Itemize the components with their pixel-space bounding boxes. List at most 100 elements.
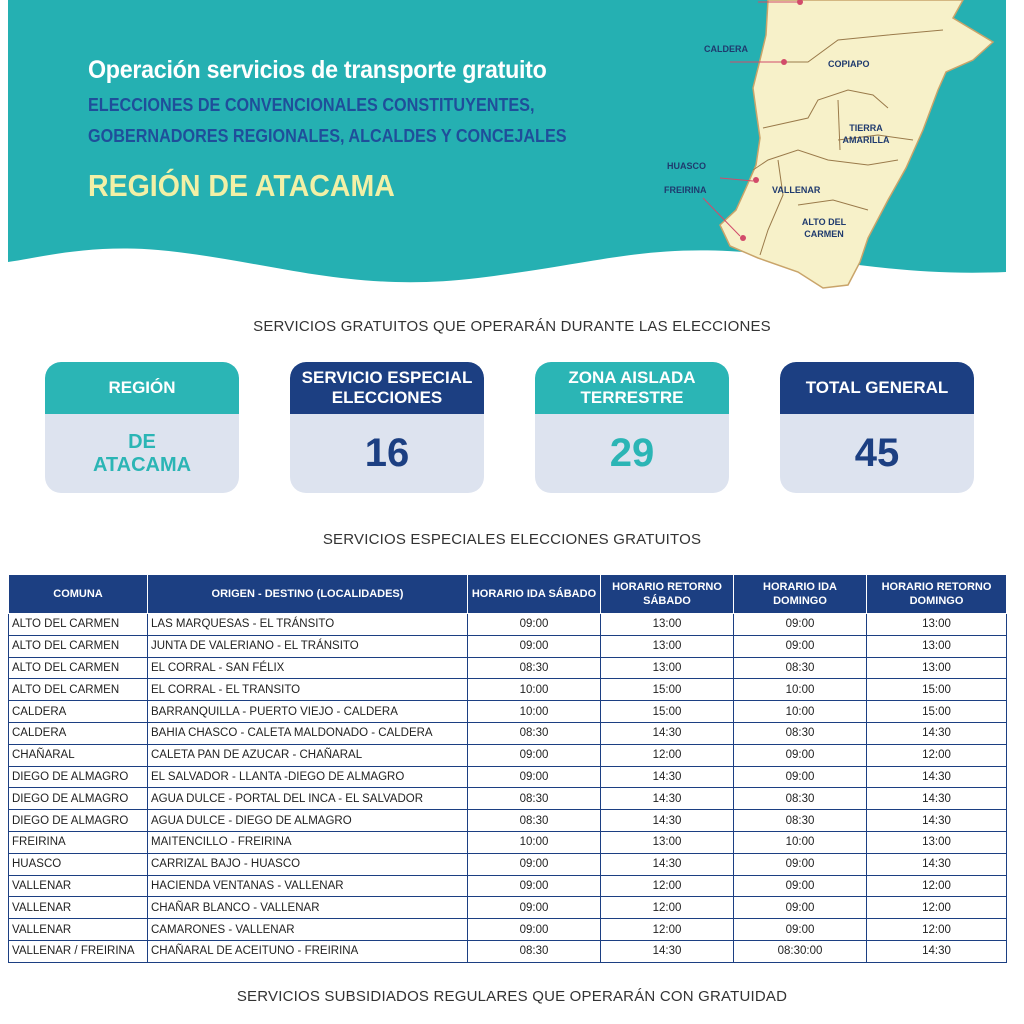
- cell-ida-domingo: 08:30: [733, 809, 867, 832]
- cell-retorno-domingo: 13:00: [866, 830, 1007, 854]
- cell-ida-domingo: 09:00: [733, 852, 867, 876]
- cell-comuna: CHAÑARAL: [8, 743, 148, 767]
- cell-ida-sabado: 10:00: [467, 700, 601, 723]
- cell-ida-domingo: 09:00: [733, 634, 867, 658]
- table-row: FREIRINA MAITENCILLO - FREIRINA 10:00 13:00…: [8, 830, 1007, 854]
- table-row: CALDERA BAHIA CHASCO - CALETA MALDONADO -…: [8, 721, 1007, 745]
- table-header-row: COMUNA ORIGEN - DESTINO (LOCALIDADES) HO…: [8, 574, 1007, 614]
- cell-retorno-domingo: 14:30: [866, 939, 1007, 963]
- cell-comuna: VALLENAR / FREIRINA: [8, 939, 148, 963]
- cell-origen-destino: EL SALVADOR - LLANTA -DIEGO DE ALMAGRO: [147, 765, 468, 789]
- table-row: DIEGO DE ALMAGRO AGUA DULCE - DIEGO DE AL…: [8, 809, 1007, 832]
- cell-retorno-sabado: 12:00: [600, 743, 734, 767]
- cell-retorno-domingo: 14:30: [866, 765, 1007, 789]
- cell-origen-destino: CALETA PAN DE AZUCAR - CHAÑARAL: [147, 743, 468, 767]
- table-row: VALLENAR CHAÑAR BLANCO - VALLENAR 09:00 12:…: [8, 896, 1007, 920]
- cell-retorno-domingo: 14:30: [866, 852, 1007, 876]
- schedule-table-body: ALTO DEL CARMEN LAS MARQUESAS - EL TRÁNSI…: [8, 613, 1007, 963]
- cell-comuna: HUASCO: [8, 852, 148, 876]
- summary-heading: SERVICIOS GRATUITOS QUE OPERARÁN DURANTE…: [253, 318, 771, 335]
- cell-ida-domingo: 10:00: [733, 678, 867, 702]
- cell-retorno-sabado: 15:00: [600, 700, 734, 723]
- cell-retorno-domingo: 12:00: [866, 874, 1007, 898]
- card-zona-aislada-value: 29: [609, 431, 655, 475]
- cell-retorno-sabado: 13:00: [600, 830, 734, 854]
- cell-origen-destino: CARRIZAL BAJO - HUASCO: [147, 852, 468, 876]
- cell-retorno-sabado: 15:00: [600, 678, 734, 702]
- cell-comuna: ALTO DEL CARMEN: [8, 678, 148, 702]
- col-header-comuna: COMUNA: [8, 574, 148, 614]
- col-header-retorno-sabado: HORARIO RETORNO SÁBADO: [600, 574, 734, 614]
- cell-comuna: ALTO DEL CARMEN: [8, 634, 148, 658]
- table-row: ALTO DEL CARMEN JUNTA DE VALERIANO - EL T…: [8, 634, 1007, 658]
- cell-retorno-domingo: 15:00: [866, 700, 1007, 723]
- table-row: VALLENAR / FREIRINA CHAÑARAL DE ACEITUNO …: [8, 939, 1007, 963]
- col-header-origen-destino: ORIGEN - DESTINO (LOCALIDADES): [147, 574, 468, 614]
- cell-ida-sabado: 08:30: [467, 809, 601, 832]
- map-label-freirina: FREIRINA: [664, 185, 707, 195]
- cell-ida-domingo: 09:00: [733, 874, 867, 898]
- table-row: VALLENAR CAMARONES - VALLENAR 09:00 12:00 09…: [8, 918, 1007, 941]
- cell-retorno-domingo: 14:30: [866, 721, 1007, 745]
- cell-ida-domingo: 09:00: [733, 765, 867, 789]
- cell-ida-sabado: 09:00: [467, 852, 601, 876]
- cell-ida-domingo: 08:30: [733, 721, 867, 745]
- cell-ida-sabado: 09:00: [467, 918, 601, 941]
- banner-background: [8, 0, 1006, 289]
- cell-comuna: CALDERA: [8, 721, 148, 745]
- card-zona-aislada: ZONA AISLADA TERRESTRE 29: [535, 362, 729, 493]
- subsidized-heading: SERVICIOS SUBSIDIADOS REGULARES QUE OPER…: [236, 988, 788, 1005]
- col-header-retorno-domingo: HORARIO RETORNO DOMINGO: [866, 574, 1007, 614]
- card-servicio-especial: SERVICIO ESPECIAL ELECCIONES 16: [290, 362, 484, 493]
- special-services-heading: SERVICIOS ESPECIALES ELECCIONES GRATUITO…: [322, 531, 702, 548]
- subtitle-line-2: GOBERNADORES REGIONALES, ALCALDES Y CONC…: [88, 126, 567, 146]
- cell-retorno-domingo: 13:00: [866, 656, 1007, 680]
- cell-comuna: ALTO DEL CARMEN: [8, 656, 148, 680]
- cell-ida-sabado: 08:30: [467, 721, 601, 745]
- schedule-table: COMUNA ORIGEN - DESTINO (LOCALIDADES) HO…: [8, 574, 1007, 963]
- table-row: CHAÑARAL CALETA PAN DE AZUCAR - CHAÑARAL 0…: [8, 743, 1007, 767]
- cell-origen-destino: HACIENDA VENTANAS - VALLENAR: [147, 874, 468, 898]
- subtitle-line-1: ELECCIONES DE CONVENCIONALES CONSTITUYEN…: [88, 95, 535, 115]
- map-label-caldera: CALDERA: [704, 44, 748, 54]
- cell-retorno-domingo: 12:00: [866, 918, 1007, 941]
- cell-ida-domingo: 08:30:00: [733, 939, 867, 963]
- atacama-map: [702, 0, 995, 289]
- col-header-ida-domingo: HORARIO IDA DOMINGO: [733, 574, 867, 614]
- cell-origen-destino: CHAÑARAL DE ACEITUNO - FREIRINA: [147, 939, 468, 963]
- cell-retorno-domingo: 13:00: [866, 613, 1007, 636]
- card-total-general-value: 45: [854, 431, 900, 475]
- card-servicio-especial-label: SERVICIO ESPECIAL ELECCIONES: [290, 362, 484, 414]
- cell-ida-domingo: 09:00: [733, 613, 867, 636]
- cell-retorno-domingo: 14:30: [866, 787, 1007, 811]
- cell-ida-sabado: 10:00: [467, 678, 601, 702]
- col-header-ida-sabado: HORARIO IDA SÁBADO: [467, 574, 601, 614]
- region-title: REGIÓN DE ATACAMA: [88, 168, 395, 203]
- map-label-copiapo: COPIAPO: [828, 59, 870, 69]
- cell-ida-domingo: 09:00: [733, 743, 867, 767]
- table-row: ALTO DEL CARMEN EL CORRAL - SAN FÉLIX 08:3…: [8, 656, 1007, 680]
- card-region: REGIÓN DE ATACAMA: [45, 362, 239, 493]
- cell-origen-destino: EL CORRAL - SAN FÉLIX: [147, 656, 468, 680]
- cell-comuna: ALTO DEL CARMEN: [8, 613, 148, 636]
- map-label-huasco: HUASCO: [667, 161, 707, 171]
- table-row: ALTO DEL CARMEN EL CORRAL - EL TRANSITO 10…: [8, 678, 1007, 702]
- cell-retorno-domingo: 15:00: [866, 678, 1007, 702]
- table-row: ALTO DEL CARMEN LAS MARQUESAS - EL TRÁNSI…: [8, 613, 1007, 636]
- card-region-value: DE ATACAMA: [92, 430, 192, 476]
- cell-ida-sabado: 08:30: [467, 787, 601, 811]
- card-total-general-label: TOTAL GENERAL: [780, 362, 974, 414]
- cell-origen-destino: BAHIA CHASCO - CALETA MALDONADO - CALDER…: [147, 721, 468, 745]
- cell-comuna: DIEGO DE ALMAGRO: [8, 809, 148, 832]
- cell-ida-sabado: 09:00: [467, 874, 601, 898]
- cell-retorno-sabado: 14:30: [600, 787, 734, 811]
- table-row: CALDERA BARRANQUILLA - PUERTO VIEJO - CAL…: [8, 700, 1007, 723]
- cell-retorno-sabado: 12:00: [600, 918, 734, 941]
- card-total-general: TOTAL GENERAL 45: [780, 362, 974, 493]
- cell-origen-destino: EL CORRAL - EL TRANSITO: [147, 678, 468, 702]
- cell-retorno-sabado: 13:00: [600, 634, 734, 658]
- cell-retorno-sabado: 12:00: [600, 896, 734, 920]
- cell-ida-sabado: 09:00: [467, 634, 601, 658]
- cell-comuna: VALLENAR: [8, 918, 148, 941]
- cell-origen-destino: MAITENCILLO - FREIRINA: [147, 830, 468, 854]
